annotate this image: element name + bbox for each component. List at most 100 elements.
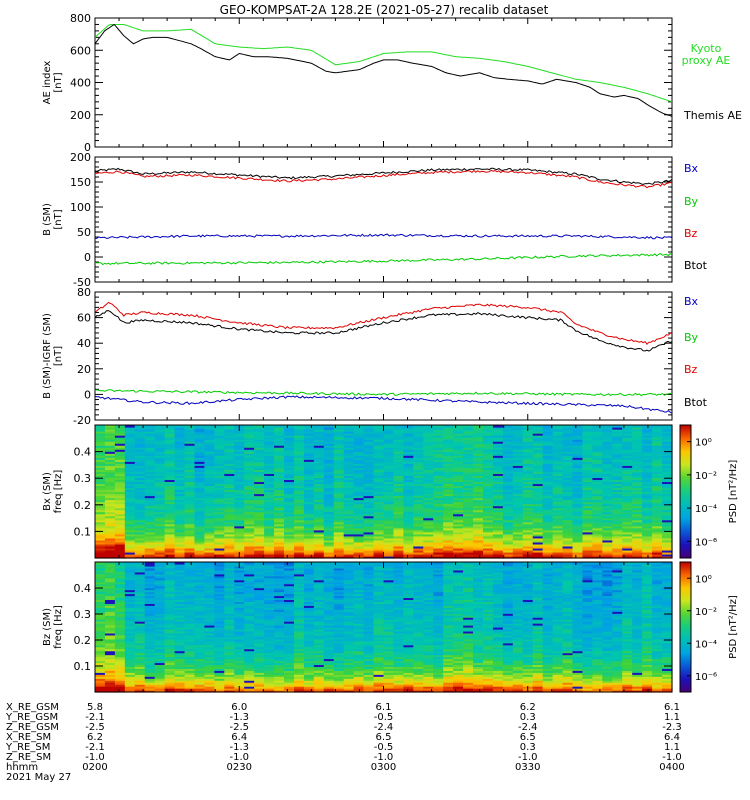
panel-3-psd-cell [274, 463, 285, 466]
panel-3-psd-cell [313, 457, 325, 460]
panel-3-psd-cell [95, 467, 106, 470]
panel-3-psd-cell [154, 541, 166, 545]
panel-3-psd-cell [194, 531, 206, 535]
panel-3-psd-cell [254, 433, 265, 436]
panel-3-psd-cell [313, 535, 325, 539]
panel-3-psd-cell [582, 425, 594, 428]
panel-4-psd-cell [174, 595, 186, 599]
panel-3-psd-cell [373, 497, 385, 501]
panel-3-psd-cell [512, 457, 524, 460]
panel-3-psd-cell [95, 509, 106, 513]
panel-4-psd-cell [144, 640, 156, 644]
panel-3-psd-cell [154, 535, 166, 539]
panel-3-psd-cell [423, 441, 434, 444]
panel-4-psd-cell [174, 678, 186, 681]
panel-4-psd-cell [174, 632, 186, 636]
panel-4-psd-cell [104, 579, 116, 583]
panel-3-psd-cell [154, 469, 166, 472]
panel-3-psd-cell [134, 429, 146, 432]
panel-3-psd-cell [512, 487, 524, 491]
panel-3-psd-cell [144, 515, 156, 519]
panel-3-psd-cell [532, 441, 544, 444]
panel-3-psd-cell [204, 505, 215, 509]
panel-3-psd-cell [592, 527, 603, 531]
panel-3-psd-cell [284, 439, 295, 442]
panel-3-psd-cell [124, 447, 136, 450]
panel-3-psd-cell [453, 509, 464, 513]
panel-3-psd-cell [323, 435, 335, 438]
panel-3-psd-cell [602, 537, 613, 541]
panel-3-psd-cell [473, 533, 484, 537]
panel-3-psd-cell [433, 461, 444, 464]
panel-3-psd-cell [562, 445, 574, 448]
panel-3-psd-cell [522, 479, 534, 483]
panel-4-psd-cell [134, 603, 146, 606]
panel-4-psd-cell [95, 569, 106, 573]
panel-3-psd-cell [204, 513, 215, 517]
panel-3-psd-cell [393, 475, 404, 478]
panel-3-psd-cell [473, 519, 484, 523]
panel-3-psd-cell [612, 439, 623, 442]
panel-4-psd-cell [134, 680, 146, 683]
panel-3-psd-cell [393, 451, 404, 454]
panel-4-psd-cell [194, 634, 206, 638]
panel-3-psd-cell [204, 547, 215, 551]
panel-3-psd-cell [522, 491, 534, 495]
panel-4-psd-cell [164, 652, 176, 656]
panel-3-psd-cell [562, 517, 574, 521]
panel-3-psd-cell [622, 435, 633, 438]
panel-3-psd-cell [114, 543, 126, 547]
panel-4-psd-cell [154, 609, 166, 612]
panel-3-psd-cell [433, 431, 444, 434]
panel-3-psd-cell [403, 425, 414, 428]
panel-4-psd-cell [164, 668, 176, 671]
panel-3-psd-cell [652, 493, 663, 497]
panel-4-psd-cell [194, 658, 206, 662]
panel-3-psd-cell [244, 527, 255, 531]
panel-3-psd-cell [313, 517, 325, 521]
panel-4-psd-cell [104, 605, 116, 608]
panel-3-psd-cell [582, 473, 594, 476]
panel-3-psd-cell [622, 447, 633, 450]
panel-4-psd-cell [184, 589, 196, 593]
panel-3-psd-cell [612, 465, 623, 468]
panel-3-psd-cell [582, 433, 594, 436]
panel-3-psd-cell [144, 505, 156, 509]
panel-3-psd-cell [343, 487, 355, 491]
panel-3-psd-cell [144, 469, 156, 472]
panel-3-psd-cell [164, 425, 176, 428]
panel-3-psd-cell [373, 491, 385, 495]
panel-3-psd-cell [532, 473, 544, 476]
panel-3-psd-cell [482, 445, 494, 448]
panel-3-psd-cell [482, 541, 494, 545]
panel-3-psd-cell [164, 447, 176, 450]
panel-3-psd-cell [284, 487, 295, 491]
panel-3-psd-cell [264, 429, 275, 432]
panel-4-psd-cell [124, 579, 136, 583]
panel-3-psd-cell [353, 513, 365, 517]
panel-4-psd-cell [134, 682, 146, 685]
panel-3-psd-cell [512, 441, 524, 444]
panel-3-psd-cell [184, 507, 196, 511]
panel-4-psd-cell [194, 650, 206, 654]
panel-3-psd-cell [124, 533, 136, 537]
panel-3-psd-cell [602, 481, 613, 485]
panel-3-psd-cell [652, 485, 663, 489]
panel-3-psd-cell [244, 443, 255, 446]
panel-3-psd-cell [214, 555, 225, 559]
panel-3-psd-cell [214, 431, 225, 434]
panel-3-psd-cell [95, 505, 106, 509]
panel-4-psd-cell [194, 668, 206, 671]
panel-3-psd-cell [164, 465, 176, 468]
panel-3-psd-cell [134, 457, 146, 460]
panel-3-psd-cell [542, 455, 554, 458]
panel-3-psd-cell [572, 471, 584, 474]
panel-3-psd-cell [652, 461, 663, 464]
panel-3-psd-cell [174, 469, 186, 472]
panel-3-psd-cell [423, 431, 434, 434]
panel-3-psd-cell [433, 555, 444, 559]
panel-3-psd-cell [274, 483, 285, 487]
panel-3-psd-cell [612, 469, 623, 472]
panel-4-psd-cell [144, 670, 156, 673]
panel-3-psd-cell [552, 489, 564, 493]
